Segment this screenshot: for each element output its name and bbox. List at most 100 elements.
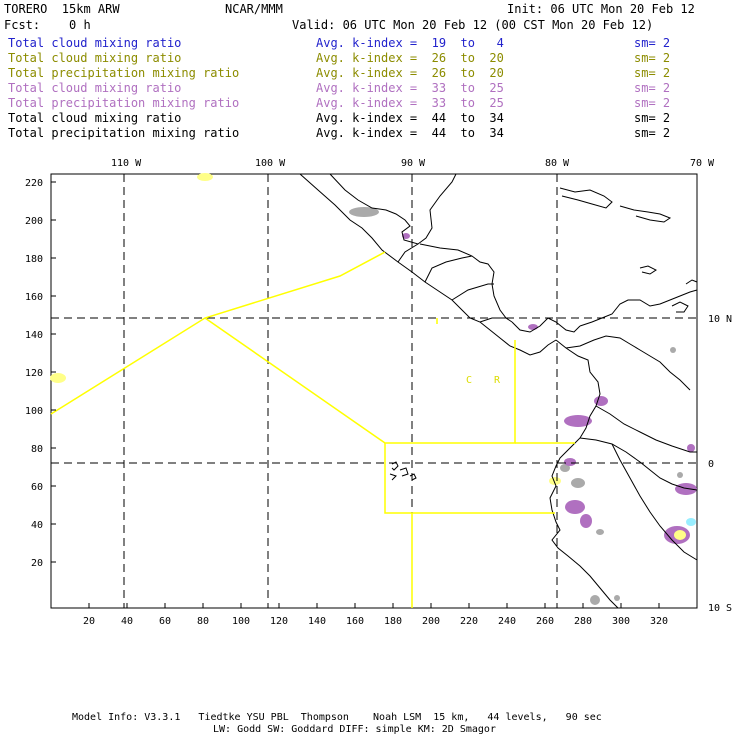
gray-cloud-blob: [590, 595, 600, 605]
legend-sm: sm= 2: [634, 66, 671, 80]
legend-kindex: Avg. k-index = 44 to 34: [316, 126, 504, 140]
y-tick-label: 20: [31, 558, 43, 569]
center-name: NCAR/MMM: [225, 2, 283, 16]
lon-label: 110 W: [111, 158, 142, 169]
galapagos-islands: [409, 473, 417, 481]
cyan-precip-blob: [686, 518, 696, 526]
y-tick-label: 100: [25, 406, 43, 417]
legend-sm: sm= 2: [634, 51, 671, 65]
forecast-hour: Fcst: 0 h: [4, 18, 91, 32]
gray-cloud-blob: [614, 595, 620, 601]
x-tick-label: 300: [612, 616, 630, 627]
yellow-precip-blob: [50, 373, 66, 383]
legend-sm: sm= 2: [634, 81, 671, 95]
purple-precip-blob: [675, 483, 697, 495]
x-tick-label: 200: [422, 616, 440, 627]
left-axis: [51, 181, 56, 563]
purple-precip-blob: [580, 514, 592, 528]
x-tick-label: 120: [270, 616, 288, 627]
grid-lines: [51, 174, 697, 608]
country-border: [595, 405, 697, 453]
island-outline: [685, 279, 698, 285]
north-sa-coast: [579, 289, 698, 327]
x-tick-label: 240: [498, 616, 516, 627]
x-tick-label: 280: [574, 616, 592, 627]
gray-cloud-blob: [677, 472, 683, 478]
sa-pacific-coast: [549, 339, 619, 609]
legend-field: Total cloud mixing ratio: [8, 111, 182, 125]
x-tick-label: 100: [232, 616, 250, 627]
country-border: [565, 335, 691, 391]
purple-precip-blob: [594, 396, 608, 406]
island-outline: [639, 265, 657, 275]
legend-kindex: Avg. k-index = 33 to 25: [316, 81, 504, 95]
y-tick-label: 120: [25, 368, 43, 379]
country-border: [579, 437, 698, 491]
valid-time: Valid: 06 UTC Mon 20 Feb 12 (00 CST Mon …: [292, 18, 654, 32]
x-tick-label: 40: [121, 616, 133, 627]
y-tick-label: 40: [31, 520, 43, 531]
x-tick-label: 20: [83, 616, 95, 627]
legend-sm: sm= 2: [634, 36, 671, 50]
gray-cloud-blob: [571, 478, 585, 488]
legend-field: Total cloud mixing ratio: [8, 51, 182, 65]
region-label-c: C: [466, 375, 472, 386]
top-lon-labels: 110 W 100 W 90 W 80 W 70 W: [111, 158, 715, 169]
lon-label: 80 W: [545, 158, 570, 169]
purple-precip-blob: [687, 444, 695, 452]
lon-label: 90 W: [401, 158, 426, 169]
purple-precip-blob: [564, 458, 576, 466]
legend-kindex: Avg. k-index = 33 to 25: [316, 96, 504, 110]
x-tick-label: 220: [460, 616, 478, 627]
legend-field: Total precipitation mixing ratio: [8, 96, 240, 110]
galapagos-islands: [391, 461, 399, 471]
legend-field: Total precipitation mixing ratio: [8, 126, 240, 140]
legend-field: Total precipitation mixing ratio: [8, 66, 240, 80]
gray-cloud-blob: [560, 464, 570, 472]
x-tick-label: 180: [384, 616, 402, 627]
x-tick-label: 260: [536, 616, 554, 627]
gray-cloud-blob: [349, 207, 379, 217]
galapagos-islands: [399, 467, 409, 477]
y-tick-label: 220: [25, 178, 43, 189]
model-name: TORERO 15km ARW: [4, 2, 120, 16]
boundary-line: [384, 443, 555, 514]
legend-sm: sm= 2: [634, 111, 671, 125]
yellow-precip-blob: [197, 173, 213, 181]
model-info-line1: Model Info: V3.3.1 Tiedtke YSU PBL Thomp…: [72, 712, 602, 723]
lat-label: 10 S: [708, 603, 732, 614]
legend-kindex: Avg. k-index = 26 to 20: [316, 66, 504, 80]
lat-label: 0: [708, 459, 714, 470]
bottom-axis: [88, 603, 660, 608]
y-tick-label: 60: [31, 482, 43, 493]
purple-precip-blob: [402, 233, 410, 239]
boundary-line: [50, 251, 386, 415]
gray-cloud-blob: [596, 529, 604, 535]
purple-precip-blob: [528, 324, 538, 330]
legend-kindex: Avg. k-index = 26 to 20: [316, 51, 504, 65]
island-outline: [559, 187, 613, 209]
x-tick-label: 160: [346, 616, 364, 627]
map-frame: [50, 173, 698, 609]
x-tick-label: 80: [197, 616, 209, 627]
y-tick-label: 160: [25, 292, 43, 303]
init-time: Init: 06 UTC Mon 20 Feb 12: [507, 2, 695, 16]
purple-precip-blob: [564, 415, 592, 427]
precip-blobs: [50, 173, 697, 605]
lat-label: 10 N: [708, 314, 732, 325]
country-border: [424, 255, 473, 283]
legend-sm: sm= 2: [634, 96, 671, 110]
y-tick-label: 200: [25, 216, 43, 227]
country-border: [397, 243, 419, 263]
legend-kindex: Avg. k-index = 19 to 4: [316, 36, 504, 50]
coastlines: [299, 173, 698, 609]
legend-kindex: Avg. k-index = 44 to 34: [316, 111, 504, 125]
x-tick-label: 60: [159, 616, 171, 627]
lon-label: 100 W: [255, 158, 286, 169]
yucatan-coast: [329, 173, 457, 245]
country-border: [611, 443, 698, 561]
boundary-lines: [50, 251, 575, 608]
panama-coast: [511, 317, 581, 333]
galapagos-islands: [389, 473, 397, 481]
